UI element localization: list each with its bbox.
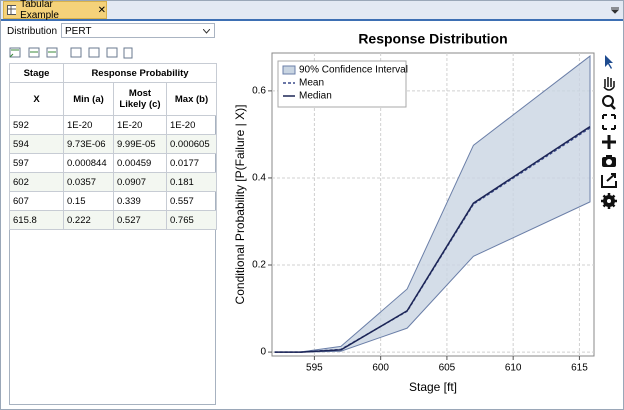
paste-table[interactable] xyxy=(106,47,118,58)
table-row[interactable]: 615.8 0.222 0.527 0.765 xyxy=(9,210,218,230)
y-axis-label: Conditional Probability [P(Failure | X)] xyxy=(233,105,247,305)
column-header: Max (b) xyxy=(165,82,218,116)
settings-tool[interactable] xyxy=(601,193,617,209)
table-cell[interactable]: 0.15 xyxy=(63,191,114,211)
x-axis-label: Stage [ft] xyxy=(409,380,457,394)
series-line xyxy=(274,125,591,353)
x-tick-label: 610 xyxy=(505,363,522,374)
table-cell[interactable]: 0.339 xyxy=(113,191,167,211)
table-cell[interactable]: 602 xyxy=(9,172,64,192)
distribution-combo[interactable]: PERT xyxy=(61,23,215,38)
tab-menu[interactable] xyxy=(611,6,619,14)
legend-box xyxy=(277,60,407,108)
zoom-tool[interactable] xyxy=(602,95,616,110)
table-row[interactable]: 592 1E-20 1E-20 1E-20 xyxy=(9,115,218,135)
table-cell[interactable]: 9.99E-05 xyxy=(113,134,167,154)
table-cell[interactable]: 0.765 xyxy=(165,210,218,230)
confidence-band xyxy=(274,55,591,353)
add-tool[interactable] xyxy=(602,135,616,149)
data-table: Stage Response Probability X Min (a) Most L… xyxy=(9,63,218,230)
column-header: Min (a) xyxy=(63,82,114,116)
tab-bar: Tabular Example ✕ xyxy=(1,0,623,21)
table-cell[interactable]: 0.0177 xyxy=(165,153,218,173)
group-header: Response Probability xyxy=(62,63,218,83)
x-tick-label: 600 xyxy=(372,363,389,374)
table-cell[interactable]: 0.000844 xyxy=(63,153,114,173)
table-cell[interactable]: 1E-20 xyxy=(113,115,167,135)
column-header: X xyxy=(9,82,64,116)
combo-arrow xyxy=(203,29,210,34)
chart-title: Response Distribution xyxy=(358,31,507,47)
table-cell[interactable]: 0.0357 xyxy=(63,172,114,192)
table-cell[interactable]: 9.73E-06 xyxy=(63,134,114,154)
y-tick-label: 0.2 xyxy=(252,260,266,271)
table-cell[interactable]: 0.000605 xyxy=(165,134,218,154)
snapshot-tool[interactable] xyxy=(602,155,616,167)
tab-title: Tabular Example xyxy=(20,0,59,21)
table-row[interactable]: 602 0.0357 0.0907 0.181 xyxy=(9,172,218,192)
pan-tool[interactable] xyxy=(603,77,615,91)
tab-icon xyxy=(7,5,17,15)
tab-close[interactable]: ✕ xyxy=(97,4,106,16)
group-header: Stage xyxy=(9,63,64,83)
distribution-label: Distribution xyxy=(7,26,58,37)
legend-label: 90% Confidence Interval xyxy=(299,65,408,76)
chart-toolbar xyxy=(601,55,617,209)
y-tick-label: 0.6 xyxy=(252,86,266,97)
table-cell[interactable]: 615.8 xyxy=(9,210,64,230)
x-tick-label: 595 xyxy=(306,363,323,374)
x-tick-label: 615 xyxy=(571,363,588,374)
column-header: Most Likely (c) xyxy=(113,82,167,116)
copy[interactable] xyxy=(88,47,100,58)
table-cell[interactable]: 597 xyxy=(9,153,64,173)
paste[interactable] xyxy=(123,47,133,59)
table-cell[interactable]: 0.222 xyxy=(63,210,114,230)
select-tool[interactable] xyxy=(605,55,613,69)
table-cell[interactable]: 0.557 xyxy=(165,191,218,211)
table-toolbar xyxy=(9,47,133,59)
table-cell[interactable]: 594 xyxy=(9,134,64,154)
table-cell[interactable]: 1E-20 xyxy=(63,115,114,135)
legend-label: Median xyxy=(299,91,332,102)
table-cell[interactable]: 0.527 xyxy=(113,210,167,230)
y-tick-label: 0.4 xyxy=(252,173,266,184)
legend-swatch xyxy=(282,65,296,75)
table-cell[interactable]: 0.0907 xyxy=(113,172,167,192)
table-cell[interactable]: 592 xyxy=(9,115,64,135)
table-cell[interactable]: 0.181 xyxy=(165,172,218,192)
table-view[interactable] xyxy=(70,47,82,58)
add-row[interactable] xyxy=(9,47,21,58)
distribution-value: PERT xyxy=(65,26,92,37)
legend-label: Mean xyxy=(299,78,324,89)
fit-tool[interactable] xyxy=(602,114,616,130)
table-row[interactable]: 594 9.73E-06 9.99E-05 0.000605 xyxy=(9,134,218,154)
chart: Response Distribution 0 0.2 0.4 0.6 595 600 605… xyxy=(233,31,595,394)
table-cell[interactable]: 607 xyxy=(9,191,64,211)
table-cell[interactable]: 1E-20 xyxy=(165,115,218,135)
table-row[interactable]: 597 0.000844 0.00459 0.0177 xyxy=(9,153,218,173)
x-tick-label: 605 xyxy=(439,363,456,374)
table-row[interactable]: 607 0.15 0.339 0.557 xyxy=(9,191,218,211)
y-tick-label: 0 xyxy=(260,347,266,358)
export-tool[interactable] xyxy=(601,173,617,188)
table-cell[interactable]: 0.00459 xyxy=(113,153,167,173)
tab[interactable]: Tabular Example ✕ xyxy=(3,0,107,21)
